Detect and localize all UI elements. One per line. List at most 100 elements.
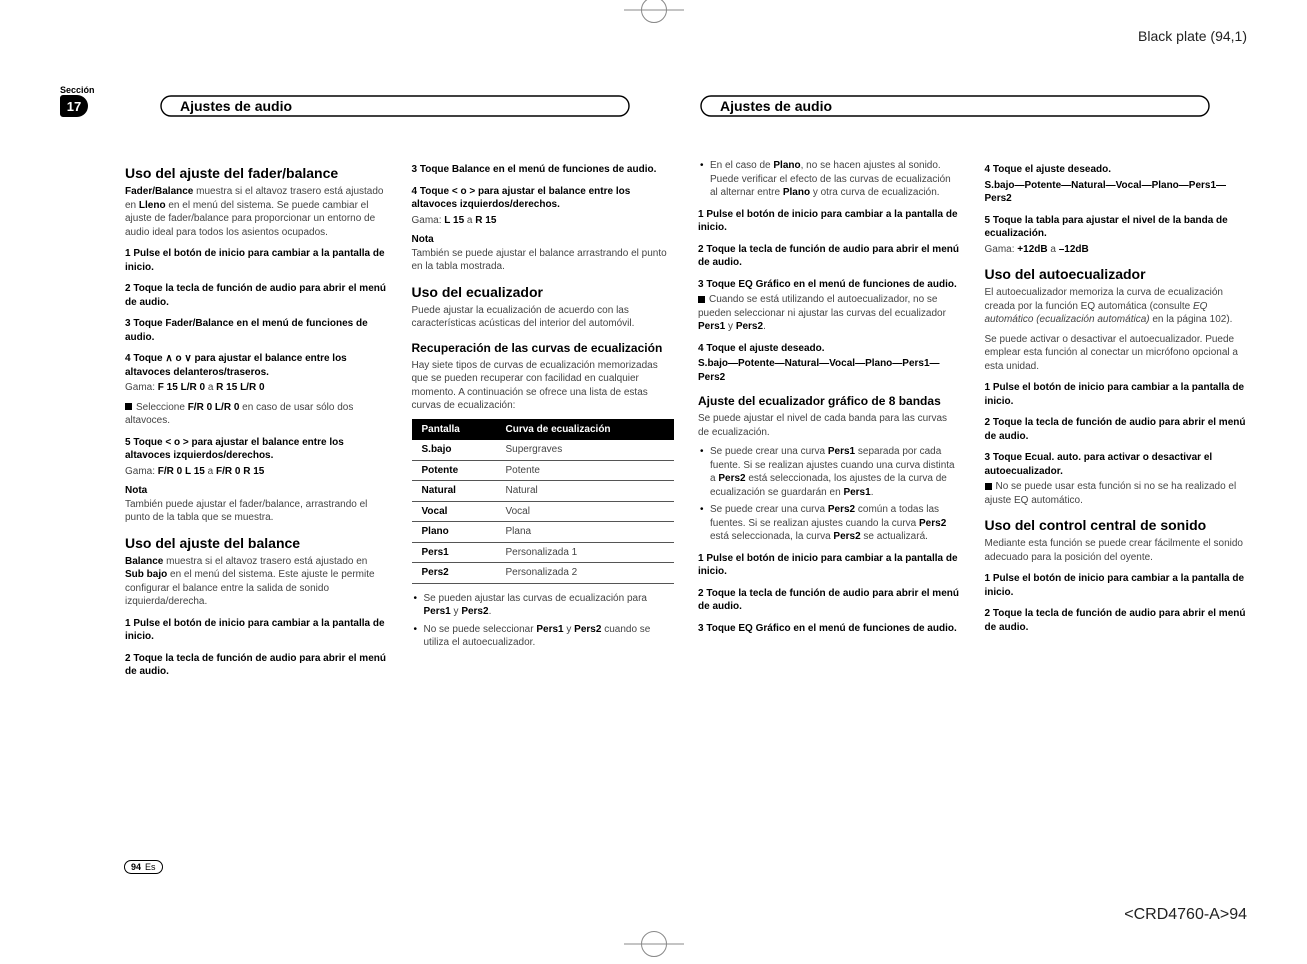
column-3: En el caso de Plano, no se hacen ajustes… (698, 155, 961, 681)
bullet-square-icon (985, 483, 992, 490)
heading-balance: Uso del ajuste del balance (125, 535, 388, 551)
list-item: No se puede seleccionar Pers1 y Pers2 cu… (412, 623, 675, 650)
fader-intro: Fader/Balance muestra si el altavoz tras… (125, 185, 388, 239)
column-2: 3 Toque Balance en el menú de funciones … (412, 155, 675, 681)
eq-curve-cell: Natural (496, 481, 675, 502)
balance-step-3: 3 Toque Balance en el menú de funciones … (412, 163, 675, 177)
table-row: PlanoPlana (412, 522, 675, 543)
eq-display-cell: Potente (412, 460, 496, 481)
eqr-step-4: 4 Toque el ajuste deseado. (698, 342, 961, 356)
recup-intro: Hay siete tipos de curvas de ecualizació… (412, 359, 675, 413)
eqr-step-1: 1 Pulse el botón de inicio para cambiar … (698, 208, 961, 235)
8band-step-3: 3 Toque EQ Gráfico en el menú de funcion… (698, 622, 961, 636)
eq-curve-cell: Personalizada 2 (496, 563, 675, 584)
eq-curve-cell: Supergraves (496, 440, 675, 460)
fader-step-2: 2 Toque la tecla de función de audio par… (125, 282, 388, 309)
eq-post-notes: Se pueden ajustar las curvas de ecualiza… (412, 592, 675, 650)
chapter-title-text: Ajustes de audio (172, 98, 300, 114)
8band-list: Se puede crear una curva Pers1 separada … (698, 445, 961, 544)
eq-curve-cell: Potente (496, 460, 675, 481)
heading-8band: Ajuste del ecualizador gráfico de 8 band… (698, 394, 961, 408)
list-item: Se pueden ajustar las curvas de ecualiza… (412, 592, 675, 619)
column-4: 4 Toque el ajuste deseado. S.bajo—Potent… (985, 155, 1248, 681)
fader-step-4-range: Gama: F 15 L/R 0 a R 15 L/R 0 (125, 381, 388, 395)
fader-step-1: 1 Pulse el botón de inicio para cambiar … (125, 247, 388, 274)
eq-table-head-display: Pantalla (412, 419, 496, 441)
central-step-2: 2 Toque la tecla de función de audio par… (985, 607, 1248, 634)
section-number-badge: 17 (60, 95, 88, 117)
eq-display-cell: Natural (412, 481, 496, 502)
autoeq-p2: Se puede activar o desactivar el autoecu… (985, 333, 1248, 374)
page-body: Sección 17 Ajustes de audio Ajustes de a… (60, 85, 1247, 874)
fader-note: También puede ajustar el fader/balance, … (125, 498, 388, 525)
fader-step-5-range: Gama: F/R 0 L 15 a F/R 0 R 15 (125, 465, 388, 479)
eq-curve-cell: Vocal (496, 501, 675, 522)
balance-note: También se puede ajustar el balance arra… (412, 247, 675, 274)
eq-curves-table: Pantalla Curva de ecualización S.bajoSup… (412, 419, 675, 584)
page-number-pill: 94 Es (124, 860, 163, 874)
eqr-step-2: 2 Toque la tecla de función de audio par… (698, 243, 961, 270)
note-title: Nota (125, 484, 388, 498)
list-item: Se puede crear una curva Pers1 separada … (698, 445, 961, 499)
chapter-title-left: Ajustes de audio (160, 95, 630, 117)
eq-curve-cell: Plana (496, 522, 675, 543)
eqr-step-3: 3 Toque EQ Gráfico en el menú de funcion… (698, 278, 961, 292)
eqr-step-4-line: S.bajo—Potente—Natural—Vocal—Plano—Pers1… (698, 357, 961, 384)
fader-step-4-note: Seleccione F/R 0 L/R 0 en caso de usar s… (125, 401, 388, 428)
bullet-square-icon (125, 403, 132, 410)
heading-central: Uso del control central de sonido (985, 517, 1248, 533)
eq-display-cell: Vocal (412, 501, 496, 522)
header-black-plate: Black plate (94,1) (1138, 28, 1247, 44)
autoeq-step-3: 3 Toque Ecual. auto. para activar o desa… (985, 451, 1248, 478)
eq-display-cell: S.bajo (412, 440, 496, 460)
8band-step-2: 2 Toque la tecla de función de audio par… (698, 587, 961, 614)
chapter-title-text: Ajustes de audio (712, 98, 840, 114)
footer-code: <CRD4760-A>94 (1124, 906, 1247, 924)
autoeq-step-3-note: No se puede usar esta función si no se h… (985, 480, 1248, 507)
autoeq-step-1: 1 Pulse el botón de inicio para cambiar … (985, 381, 1248, 408)
bullet-square-icon (698, 296, 705, 303)
8band-step-1: 1 Pulse el botón de inicio para cambiar … (698, 552, 961, 579)
table-row: Pers2Personalizada 2 (412, 563, 675, 584)
chapter-title-right: Ajustes de audio (700, 95, 1210, 117)
fader-step-4: 4 Toque ∧ o ∨ para ajustar el balance en… (125, 352, 388, 379)
table-row: S.bajoSupergraves (412, 440, 675, 460)
list-item: Se puede crear una curva Pers2 común a t… (698, 503, 961, 544)
balance-step-2: 2 Toque la tecla de función de audio par… (125, 652, 388, 679)
eq-display-cell: Plano (412, 522, 496, 543)
eq-table-head-curve: Curva de ecualización (496, 419, 675, 441)
table-row: NaturalNatural (412, 481, 675, 502)
page-number: 94 (131, 862, 141, 872)
balance-step-4-range: Gama: L 15 a R 15 (412, 214, 675, 228)
eqr-step-3-note: Cuando se está utilizando el autoecualiz… (698, 293, 961, 334)
balance-intro: Balance muestra si el altavoz trasero es… (125, 555, 388, 609)
content-columns: Uso del ajuste del fader/balance Fader/B… (125, 155, 1247, 681)
balance-step-4: 4 Toque < o > para ajustar el balance en… (412, 185, 675, 212)
note-title: Nota (412, 233, 675, 247)
eq-display-cell: Pers1 (412, 542, 496, 563)
central-step-1: 1 Pulse el botón de inicio para cambiar … (985, 572, 1248, 599)
8band-intro: Se puede ajustar el nivel de cada banda … (698, 412, 961, 439)
registration-mark-top (614, 0, 694, 30)
table-row: Pers1Personalizada 1 (412, 542, 675, 563)
fader-step-3: 3 Toque Fader/Balance en el menú de func… (125, 317, 388, 344)
registration-mark-bottom (614, 924, 694, 964)
8band-step-4-line: S.bajo—Potente—Natural—Vocal—Plano—Pers1… (985, 179, 1248, 206)
autoeq-step-2: 2 Toque la tecla de función de audio par… (985, 416, 1248, 443)
fader-step-5: 5 Toque < o > para ajustar el balance en… (125, 436, 388, 463)
8band-step-4: 4 Toque el ajuste deseado. (985, 163, 1248, 177)
table-row: PotentePotente (412, 460, 675, 481)
eq-display-cell: Pers2 (412, 563, 496, 584)
8band-step-5: 5 Toque la tabla para ajustar el nivel d… (985, 214, 1248, 241)
eq-curve-cell: Personalizada 1 (496, 542, 675, 563)
heading-recup: Recuperación de las curvas de ecualizaci… (412, 341, 675, 355)
eq-intro: Puede ajustar la ecualización de acuerdo… (412, 304, 675, 331)
autoeq-p1: El autoecualizador memoriza la curva de … (985, 286, 1248, 327)
balance-step-1: 1 Pulse el botón de inicio para cambiar … (125, 617, 388, 644)
page-lang: Es (145, 862, 156, 872)
heading-autoeq: Uso del autoecualizador (985, 266, 1248, 282)
section-label: Sección (60, 85, 95, 95)
heading-eq: Uso del ecualizador (412, 284, 675, 300)
table-row: VocalVocal (412, 501, 675, 522)
heading-fader: Uso del ajuste del fader/balance (125, 165, 388, 181)
